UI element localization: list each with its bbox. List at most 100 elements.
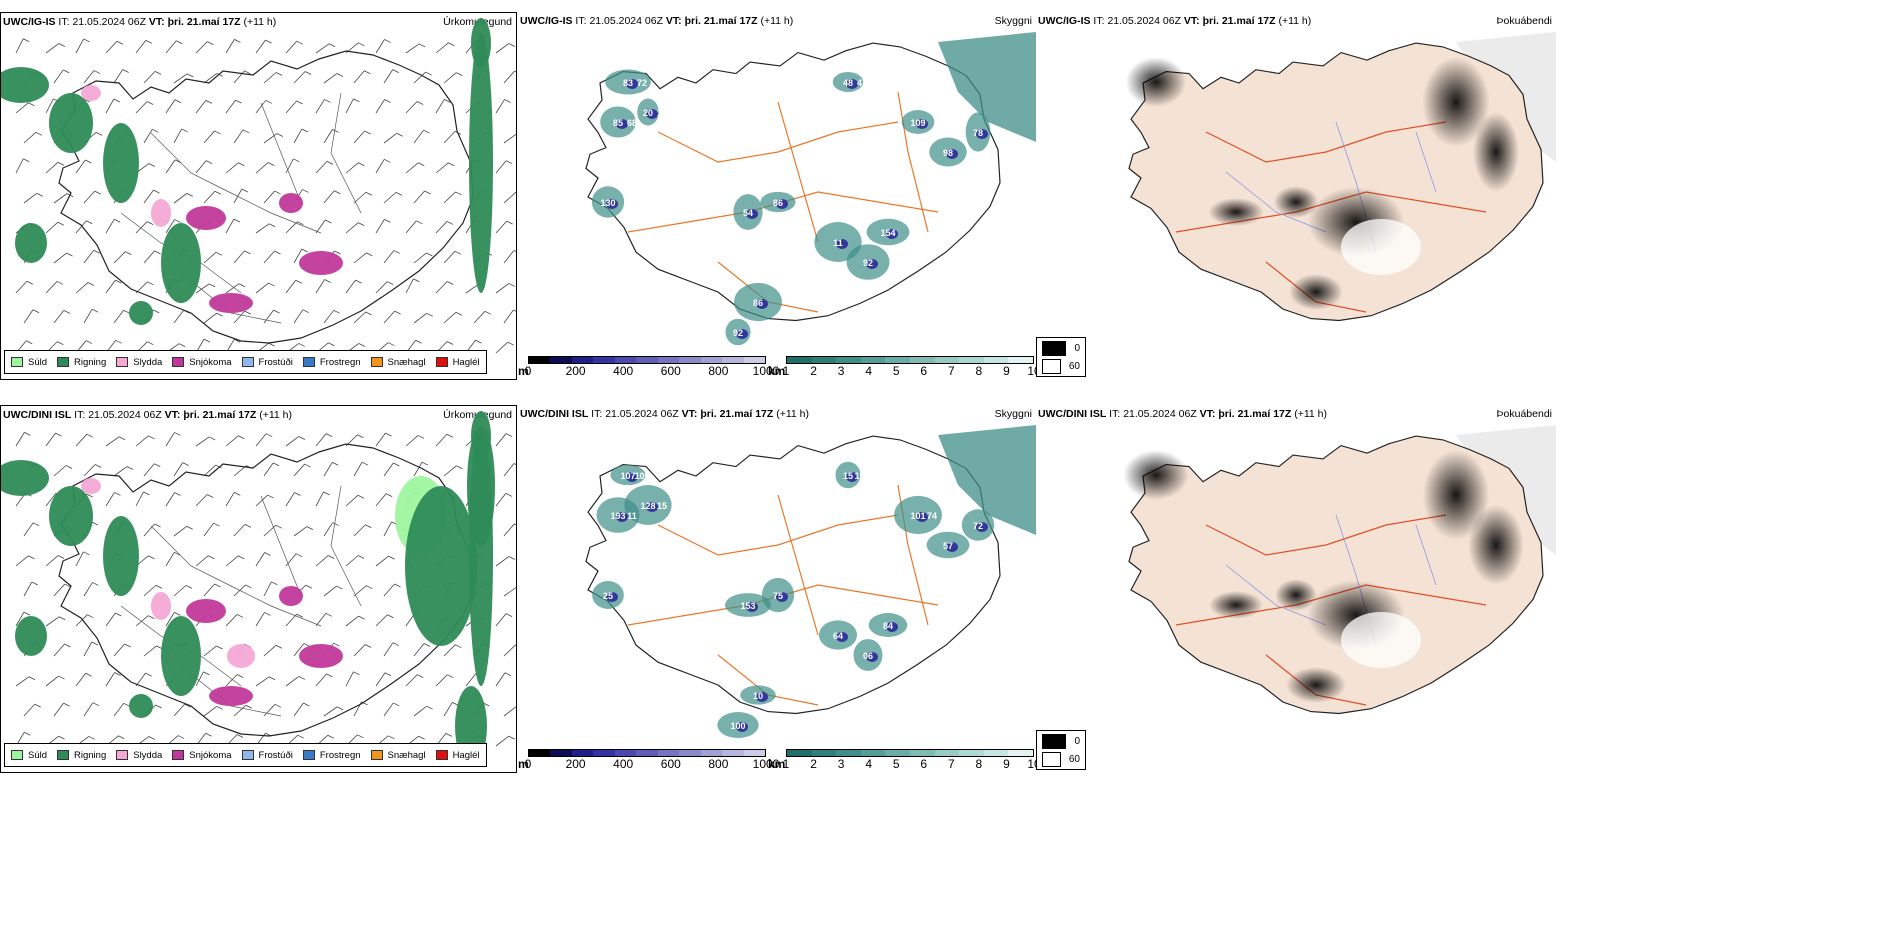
panel-type-title: Skyggni — [994, 15, 1032, 27]
wind-barb-flag — [186, 193, 193, 197]
wind-barb — [345, 222, 359, 234]
wind-barb-flag — [86, 220, 93, 225]
legend-swatch — [241, 357, 254, 367]
wind-barb — [405, 43, 420, 54]
ceiling-area — [916, 119, 928, 129]
wind-barb-flag — [93, 249, 100, 254]
ceiling-label: 84 — [883, 621, 893, 631]
wind-barb — [45, 98, 54, 114]
wind-barb-flag — [415, 339, 422, 344]
wind-barb-flag — [275, 644, 283, 649]
wind-barb-flag — [154, 250, 161, 255]
wind-barb-flag — [296, 553, 303, 558]
wind-barb-flag — [215, 251, 223, 256]
legend-label: Frostúði — [258, 749, 293, 761]
wind-barb-flag — [455, 644, 462, 649]
wind-barb-flag — [154, 463, 161, 468]
wind-barb-flag — [174, 432, 181, 436]
ceiling-label: 92 — [863, 258, 873, 268]
wind-barb-flag — [448, 42, 455, 47]
wind-barb-flag — [203, 671, 210, 676]
wind-barb-flag — [505, 492, 512, 497]
wind-barb — [53, 69, 64, 84]
ceiling-area — [606, 592, 618, 602]
colorbar-segment — [959, 750, 984, 756]
wind-barb — [263, 644, 277, 657]
ceiling-area — [616, 512, 628, 522]
wind-barb — [143, 584, 157, 597]
wind-barb-flag — [216, 312, 223, 317]
colorbar-tick: 8 — [975, 364, 983, 378]
wind-barb-flag — [323, 491, 330, 496]
wind-barb-flag — [416, 220, 423, 225]
wind-barb — [263, 581, 272, 597]
wind-barb-flag — [115, 279, 122, 284]
wind-barb-flag — [185, 585, 193, 589]
wind-barb-flag — [446, 221, 454, 225]
precip-area — [1, 460, 49, 496]
ceiling-area — [836, 632, 848, 642]
wind-barb — [323, 310, 335, 324]
legend-swatch — [302, 750, 315, 760]
ceiling-panel-row2: UWC/DINI ISL IT: 21.05.2024 06Z VT: þri.… — [518, 405, 1036, 773]
wind-barb-flag — [514, 70, 516, 73]
colorbar-segment — [983, 750, 1009, 756]
wind-barb — [495, 220, 507, 234]
vt-label: VT: — [164, 409, 181, 421]
wind-barb-flag — [332, 129, 339, 133]
wind-barb — [443, 311, 457, 324]
visibility-ticks: 1 2 3 4 5 6 7 8 9 10 — [783, 364, 1041, 378]
wind-barb — [315, 219, 326, 234]
wind-barb-flag — [364, 130, 371, 135]
wind-barb-flag — [216, 73, 224, 77]
init-time: 21.05.2024 06Z — [88, 409, 162, 421]
wind-barb — [195, 555, 209, 567]
wind-barb — [143, 71, 156, 84]
wind-barb — [413, 71, 426, 84]
wind-barb-flag — [273, 309, 280, 314]
colorbar-segment — [811, 750, 837, 756]
wind-barb — [15, 676, 30, 687]
ceiling-area — [776, 199, 788, 209]
wind-barb-flag — [419, 43, 426, 48]
wind-barb — [413, 643, 425, 657]
colorbar-segment — [885, 750, 910, 756]
wind-barb — [293, 702, 304, 717]
wind-barb-flag — [24, 432, 31, 436]
wind-barb-flag — [147, 221, 154, 225]
colorbar-tick: 3 — [837, 364, 845, 378]
wind-barb — [345, 98, 354, 114]
precip-area — [49, 486, 93, 546]
wind-barb — [413, 190, 425, 204]
wind-barb — [165, 552, 175, 567]
precip-area — [103, 123, 139, 203]
wind-barb-flag — [65, 465, 73, 469]
wind-barb — [143, 523, 155, 537]
legend-item: Snjókoma — [172, 750, 232, 761]
ceiling-label: 20 — [643, 108, 653, 118]
colorbar-segment — [636, 357, 658, 363]
wind-barb-flag — [155, 704, 162, 709]
fog-legend-row2: 0 60 — [1036, 730, 1086, 770]
wind-barb — [225, 435, 239, 447]
legend-label: Slydda — [133, 356, 163, 368]
legend-swatch — [172, 750, 185, 760]
wind-barb-flag — [56, 281, 64, 285]
wind-barb-flag — [66, 252, 73, 257]
wind-barb — [405, 278, 414, 294]
colorbar-segment — [787, 750, 812, 756]
colorbar-segment — [959, 357, 984, 363]
wind-barb-flag — [304, 71, 312, 75]
wind-barb — [105, 492, 115, 507]
fog-area — [1208, 198, 1264, 226]
wind-barb-flag — [152, 128, 159, 133]
ceiling-area — [736, 722, 748, 732]
ceiling-label: 68 — [627, 118, 637, 128]
wind-barb-flag — [176, 40, 183, 45]
wind-barb — [383, 521, 392, 537]
colorbar-tick: 1 — [782, 757, 790, 771]
wind-barb-flag — [118, 735, 125, 740]
wind-barb — [345, 555, 359, 567]
wind-barb — [53, 193, 68, 204]
ceiling-label: 06 — [863, 651, 873, 661]
